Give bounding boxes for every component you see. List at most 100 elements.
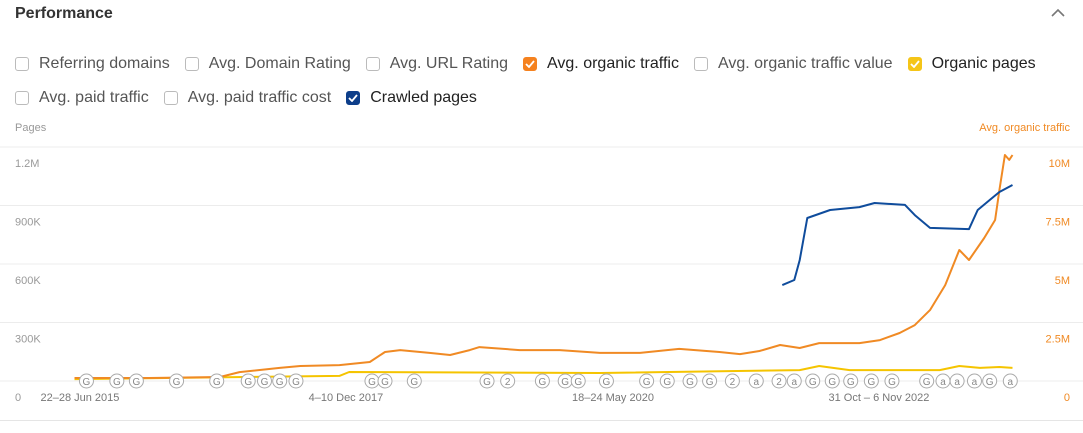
event-marker[interactable]: G [78, 373, 94, 389]
marker-label: G [603, 377, 611, 388]
checkbox-label[interactable]: Avg. Domain Rating [208, 55, 351, 72]
metric-checkbox[interactable]: Avg. Domain Rating [184, 55, 351, 73]
marker-label: a [972, 377, 978, 388]
checkbox-label[interactable]: Avg. organic traffic value [717, 55, 893, 72]
marker-label: G [809, 377, 817, 388]
event-marker[interactable]: G [843, 373, 859, 389]
event-marker[interactable]: G [805, 373, 821, 389]
checkbox-box[interactable] [693, 57, 708, 71]
checkbox-box[interactable] [907, 57, 922, 71]
event-marker[interactable]: G [377, 373, 393, 389]
checkbox-box[interactable] [346, 91, 361, 105]
event-marker[interactable]: G [256, 373, 272, 389]
x-tick-label: 31 Oct – 6 Nov 2022 [828, 392, 929, 404]
event-marker[interactable]: G [406, 373, 422, 389]
event-marker[interactable]: G [884, 373, 900, 389]
event-marker[interactable]: a [786, 373, 802, 389]
event-marker[interactable]: G [169, 373, 185, 389]
event-marker[interactable]: G [639, 373, 655, 389]
event-marker[interactable]: G [288, 373, 304, 389]
metric-checkbox[interactable]: Avg. organic traffic [523, 55, 679, 73]
checkbox-label[interactable]: Avg. organic traffic [547, 55, 679, 72]
metric-checkbox[interactable]: Crawled pages [346, 89, 477, 107]
checkbox-label[interactable]: Avg. URL Rating [389, 55, 509, 72]
marker-circle [843, 373, 859, 389]
marker-label: G [847, 377, 855, 388]
event-marker[interactable]: a [966, 373, 982, 389]
event-marker[interactable]: G [863, 373, 879, 389]
marker-label: G [113, 377, 121, 388]
y-tick-label: 600K [15, 275, 41, 287]
checkbox-box[interactable] [15, 91, 29, 105]
checkbox-box[interactable] [163, 91, 178, 105]
marker-label: G [483, 377, 491, 388]
checkbox-label[interactable]: Organic pages [931, 55, 1036, 72]
event-marker[interactable]: 2 [771, 373, 787, 389]
event-marker[interactable]: G [598, 373, 614, 389]
event-marker[interactable]: G [209, 373, 225, 389]
metric-checkbox[interactable]: Referring domains [15, 55, 170, 73]
marker-label: G [244, 377, 252, 388]
checkbox-box[interactable] [184, 57, 199, 71]
metric-checkbox[interactable]: Avg. paid traffic cost [163, 89, 332, 107]
event-marker[interactable]: G [364, 373, 380, 389]
event-marker[interactable]: G [919, 373, 935, 389]
event-marker[interactable]: G [128, 373, 144, 389]
marker-label: G [83, 377, 91, 388]
checkbox-box[interactable] [523, 57, 538, 71]
event-marker[interactable]: a [949, 373, 965, 389]
marker-label: a [954, 377, 960, 388]
event-marker[interactable]: a [748, 373, 764, 389]
marker-circle [598, 373, 614, 389]
marker-label: G [132, 377, 140, 388]
event-marker[interactable]: G [682, 373, 698, 389]
marker-circle [982, 373, 998, 389]
metric-checkbox[interactable]: Avg. URL Rating [365, 55, 509, 73]
metric-checkbox[interactable]: Avg. paid traffic [15, 89, 149, 107]
collapse-toggle[interactable] [1051, 8, 1065, 18]
event-marker[interactable]: G [982, 373, 998, 389]
metric-filters: Referring domains Avg. Domain Rating Avg. … [15, 47, 1051, 115]
marker-label: G [539, 377, 547, 388]
marker-circle [659, 373, 675, 389]
marker-circle [824, 373, 840, 389]
metric-checkbox[interactable]: Organic pages [907, 55, 1036, 73]
checkbox-label[interactable]: Avg. paid traffic [39, 89, 149, 106]
x-tick-label: 22–28 Jun 2015 [40, 392, 119, 404]
series-line [781, 184, 1013, 287]
marker-label: G [561, 377, 569, 388]
marker-circle [771, 373, 787, 389]
metric-checkbox[interactable]: Avg. organic traffic value [693, 55, 893, 73]
event-marker[interactable]: a [935, 373, 951, 389]
event-marker[interactable]: 2 [500, 373, 516, 389]
y-tick-label: 0 [15, 392, 21, 404]
marker-label: G [663, 377, 671, 388]
checkbox-label[interactable]: Crawled pages [370, 89, 477, 106]
check-icon [348, 94, 358, 102]
event-marker[interactable]: G [659, 373, 675, 389]
event-marker[interactable]: G [570, 373, 586, 389]
marker-circle [949, 373, 965, 389]
event-marker[interactable]: G [479, 373, 495, 389]
marker-label: 2 [730, 377, 736, 388]
y-tick-label: 900K [15, 217, 41, 229]
event-marker[interactable]: G [534, 373, 550, 389]
marker-circle [863, 373, 879, 389]
checkbox-box[interactable] [15, 57, 29, 71]
event-marker[interactable]: G [109, 373, 125, 389]
event-marker[interactable]: G [824, 373, 840, 389]
event-marker[interactable]: G [702, 373, 718, 389]
marker-label: G [574, 377, 582, 388]
event-marker[interactable]: G [557, 373, 573, 389]
event-marker[interactable]: 2 [724, 373, 740, 389]
event-marker[interactable]: G [240, 373, 256, 389]
event-marker[interactable]: a [1002, 373, 1018, 389]
checkbox-label[interactable]: Referring domains [39, 55, 170, 72]
checkbox-box[interactable] [365, 57, 380, 71]
marker-circle [500, 373, 516, 389]
event-marker[interactable]: G [272, 373, 288, 389]
marker-label: 2 [776, 377, 782, 388]
checkbox-label[interactable]: Avg. paid traffic cost [187, 89, 332, 106]
